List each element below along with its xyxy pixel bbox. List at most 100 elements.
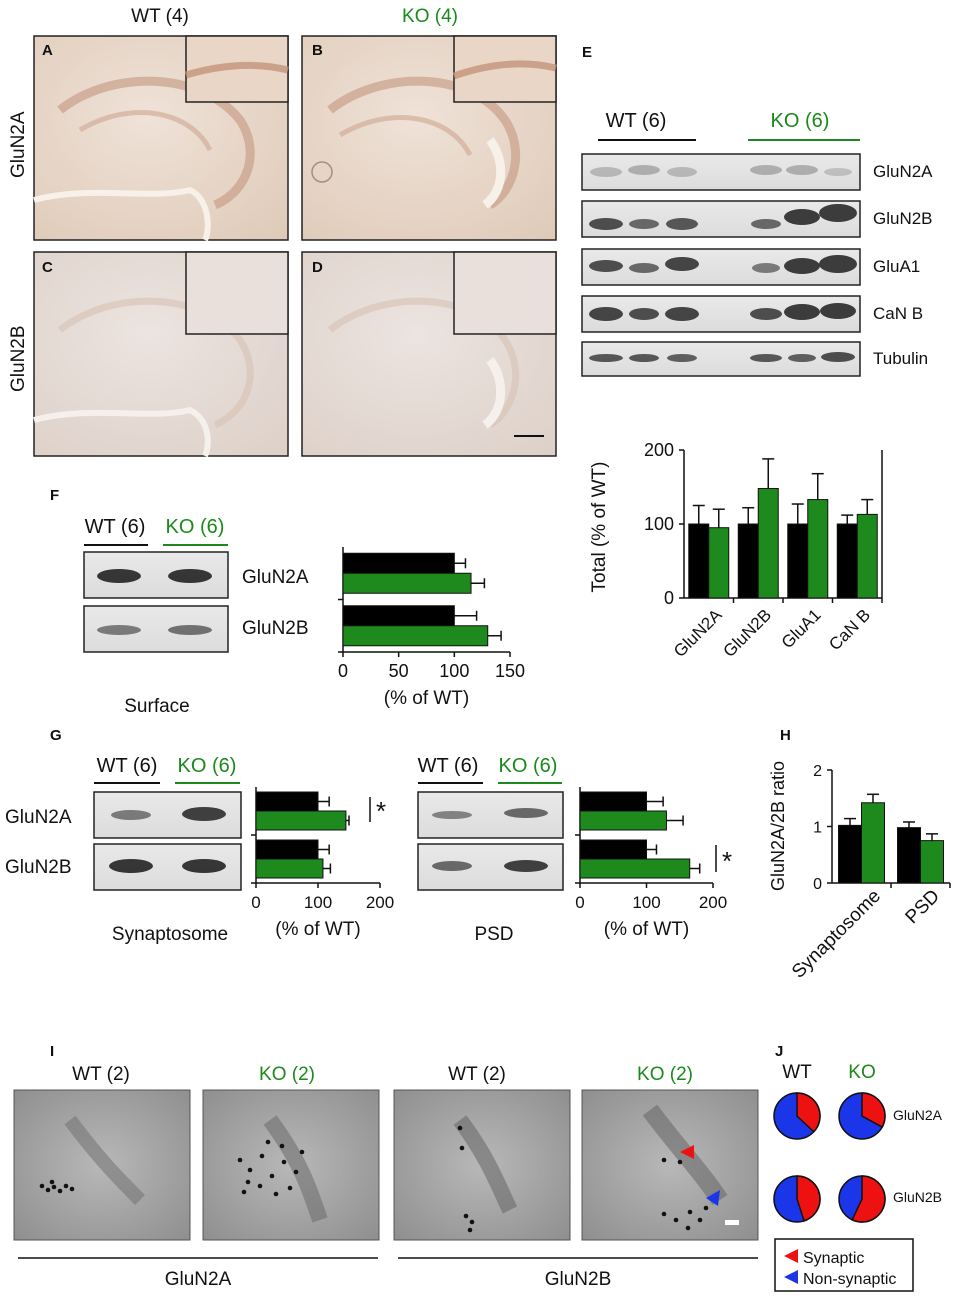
em-header-3: KO (2)	[637, 1064, 693, 1085]
wt-header-g2: WT (6)	[418, 755, 479, 777]
y-tick-label: 100	[644, 514, 674, 534]
blot-label-e-0: GluN2A	[873, 162, 933, 181]
bar	[757, 487, 779, 599]
blots-g-synaptosome	[93, 791, 242, 891]
pie-synaptic-slice	[861, 1092, 886, 1129]
pie-synaptic-slice	[796, 1092, 821, 1133]
row-label-g-0: GluN2A	[5, 807, 72, 828]
em-image-2	[202, 1089, 380, 1241]
x-tick-label: 0	[251, 893, 260, 912]
x-axis-label: (% of WT)	[384, 688, 470, 709]
panel-letter-b: B	[312, 42, 323, 59]
pie-header-ko: KO	[848, 1062, 875, 1083]
row-label-glun2b: GluN2B	[8, 325, 29, 392]
row-label-g-1: GluN2B	[5, 857, 72, 878]
micrograph-c	[33, 251, 289, 458]
legend-j: Synaptic Non-synaptic	[774, 1238, 914, 1292]
bar	[708, 527, 730, 599]
blots-g-psd	[417, 791, 564, 891]
legend-nonsynaptic: Non-synaptic	[803, 1271, 896, 1288]
significance-star-g1: *	[376, 796, 386, 826]
bar	[342, 572, 472, 594]
bar	[579, 858, 691, 879]
em-header-1: KO (2)	[259, 1064, 315, 1085]
em-scale-bar	[725, 1220, 739, 1225]
x-tick-label: GluN2A	[670, 605, 726, 661]
x-tick-label: 100	[632, 893, 660, 912]
non-synaptic-arrowhead	[706, 1190, 720, 1206]
bar	[920, 840, 944, 884]
ko-header-f: KO (6)	[166, 516, 225, 538]
bar	[856, 513, 878, 599]
x-tick-label: Synaptosome	[788, 886, 885, 983]
wt-header-ad: WT (4)	[131, 6, 189, 27]
bar	[836, 523, 858, 599]
em-header-2: WT (2)	[448, 1064, 506, 1085]
x-tick-label: 200	[366, 893, 394, 912]
bar	[579, 810, 667, 831]
x-tick-label: 150	[495, 661, 525, 681]
bar	[579, 839, 647, 860]
group-label-glun2a: GluN2A	[165, 1269, 232, 1290]
bar	[255, 810, 347, 831]
group-label-glun2b: GluN2B	[545, 1269, 612, 1290]
y-tick-label: 2	[813, 763, 822, 780]
blot-label-e-3: CaN B	[873, 304, 923, 323]
blot-label-e-2: GluA1	[873, 257, 920, 276]
x-tick-label: 0	[338, 661, 348, 681]
x-tick-label: GluN2B	[720, 605, 776, 661]
blot-label-e-1: GluN2B	[873, 209, 933, 228]
ko-header-ad: KO (4)	[402, 6, 458, 27]
row-label-glun2a: GluN2A	[8, 111, 29, 178]
bar	[807, 499, 829, 599]
legend-synaptic: Synaptic	[803, 1250, 864, 1267]
x-tick-label: 200	[699, 893, 727, 912]
pie-row-label-0: GluN2A	[893, 1107, 943, 1123]
pie-header-wt: WT	[782, 1062, 812, 1083]
panel-letter-g: G	[50, 727, 62, 744]
bar	[579, 791, 647, 812]
em-image-1	[13, 1089, 191, 1241]
bar	[342, 552, 455, 574]
bar	[861, 802, 885, 884]
significance-star-g2: *	[722, 846, 732, 876]
bar	[688, 523, 710, 599]
bar	[255, 791, 319, 812]
x-tick-label: 100	[439, 661, 469, 681]
bar	[342, 625, 489, 647]
chart-f: 0 50 100 150 (% of WT)	[338, 547, 525, 709]
micrograph-a	[33, 35, 289, 242]
chart-g-synaptosome: 0 100 200 (% of WT)	[251, 787, 394, 940]
x-tick-label: 50	[389, 661, 409, 681]
chart-h: 0 1 2 Synaptosome PSD GluN2A/2B ratio	[768, 761, 951, 983]
panel-letter-j: J	[775, 1043, 783, 1060]
y-tick-label: 1	[813, 820, 822, 837]
blot-label-e-4: Tubulin	[873, 349, 928, 368]
caption-psd: PSD	[474, 924, 513, 945]
blots-f	[83, 551, 229, 653]
synaptic-arrowhead	[680, 1145, 694, 1159]
legend-nonsynaptic-arrow	[784, 1270, 798, 1284]
bar	[838, 824, 862, 884]
panel-letter-e: E	[582, 44, 592, 61]
wt-header-e: WT (6)	[606, 110, 667, 132]
x-axis-label: (% of WT)	[275, 919, 361, 940]
bar	[737, 523, 759, 599]
em-image-3	[393, 1089, 571, 1241]
x-tick-label: PSD	[902, 886, 944, 928]
legend-synaptic-arrow	[784, 1249, 798, 1263]
bar	[255, 858, 324, 879]
x-axis-label: (% of WT)	[604, 919, 690, 940]
panel-letter-h: H	[780, 727, 791, 744]
caption-synaptosome: Synaptosome	[112, 924, 228, 945]
ko-header-g1: KO (6)	[178, 755, 237, 777]
micrograph-d	[301, 251, 557, 457]
pie-charts	[773, 1092, 886, 1223]
chart-g-psd: 0 100 200 (% of WT)	[575, 787, 727, 940]
pie-row-label-1: GluN2B	[893, 1189, 942, 1205]
x-tick-label: CaN B	[825, 605, 874, 654]
blots-e	[581, 153, 861, 377]
bar	[342, 605, 455, 627]
